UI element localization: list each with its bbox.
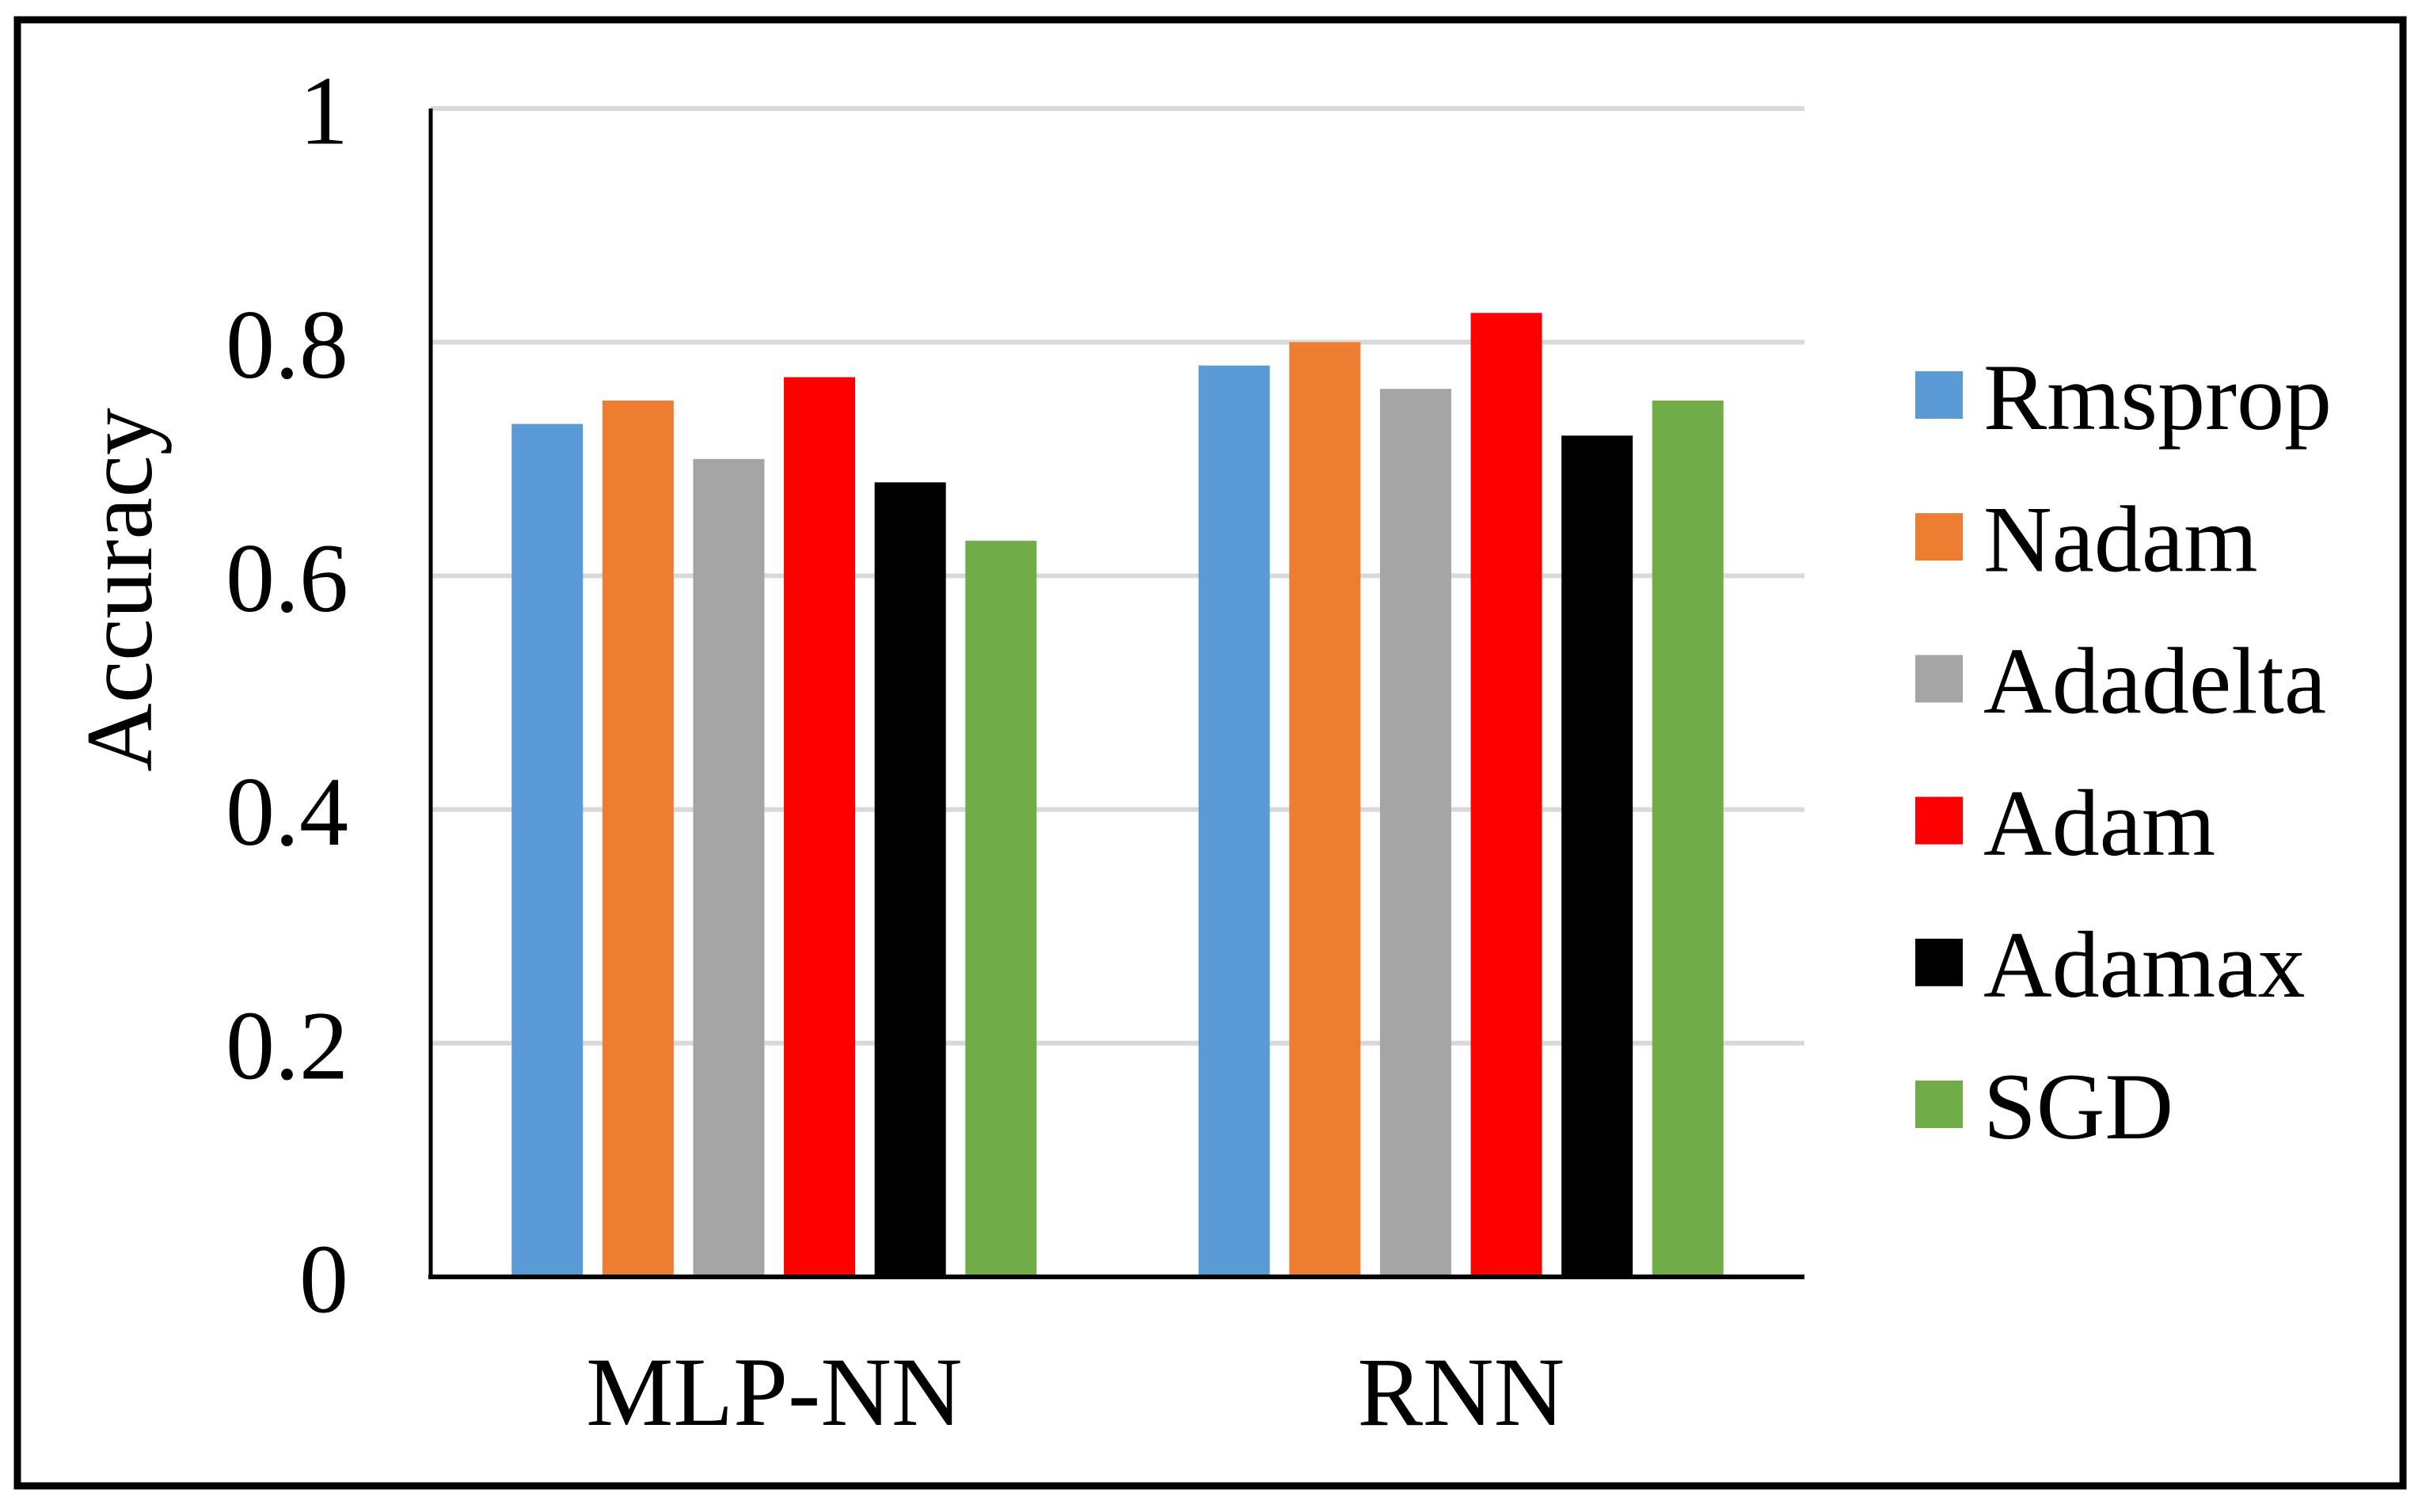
bar-rmsprop-rnn bbox=[1198, 365, 1270, 1278]
legend-swatch-sgd bbox=[1915, 1081, 1963, 1128]
x-category-label: RNN bbox=[1357, 1338, 1565, 1446]
y-tick-label: 0.2 bbox=[226, 991, 348, 1100]
bar-sgd-mlp-nn bbox=[965, 541, 1037, 1277]
legend-swatch-adadelta bbox=[1915, 655, 1963, 703]
legend-swatch-adamax bbox=[1915, 938, 1963, 986]
bar-adamax-rnn bbox=[1561, 435, 1633, 1277]
legend-label-sgd: SGD bbox=[1983, 1054, 2173, 1159]
y-tick-label: 0.8 bbox=[226, 291, 348, 399]
bar-adadelta-rnn bbox=[1379, 389, 1451, 1277]
x-category-label: MLP-NN bbox=[586, 1338, 962, 1446]
legend-swatch-adam bbox=[1915, 796, 1963, 845]
legend-label-nadam: Nadam bbox=[1983, 486, 2258, 591]
bar-adam-rnn bbox=[1470, 313, 1542, 1277]
legend-label-rmsprop: Rmsprop bbox=[1983, 344, 2332, 450]
y-tick-label: 0.4 bbox=[226, 758, 348, 866]
bar-adadelta-mlp-nn bbox=[693, 458, 765, 1277]
legend-swatch-rmsprop bbox=[1915, 371, 1963, 419]
bar-rmsprop-mlp-nn bbox=[511, 424, 584, 1277]
bar-adam-mlp-nn bbox=[784, 377, 856, 1278]
legend-label-adadelta: Adadelta bbox=[1983, 629, 2326, 734]
legend-label-adam: Adam bbox=[1983, 770, 2215, 876]
y-tick-label: 0 bbox=[299, 1225, 348, 1334]
y-tick-label: 1 bbox=[299, 57, 348, 165]
legend-swatch-nadam bbox=[1915, 513, 1963, 561]
y-tick-label: 0.6 bbox=[226, 524, 348, 633]
figure-border bbox=[13, 16, 2407, 1490]
bar-nadam-mlp-nn bbox=[602, 401, 674, 1277]
bar-adamax-mlp-nn bbox=[874, 482, 946, 1277]
legend-label-adamax: Adamax bbox=[1983, 912, 2306, 1017]
bar-sgd-rnn bbox=[1652, 401, 1724, 1277]
bar-nadam-rnn bbox=[1289, 342, 1361, 1278]
y-axis-title: Accuracy bbox=[67, 408, 172, 772]
